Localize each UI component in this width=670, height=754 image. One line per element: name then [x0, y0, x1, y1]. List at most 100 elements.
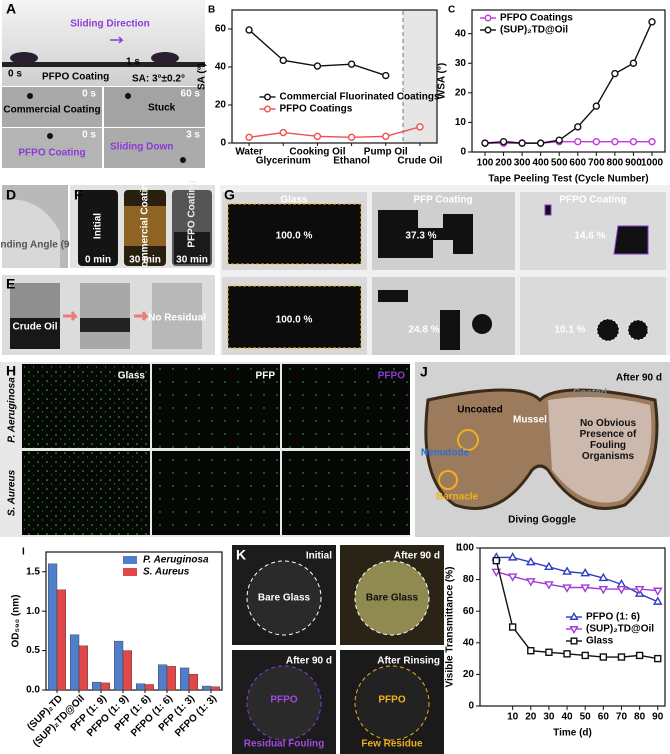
bar: [69, 634, 80, 691]
point: [525, 578, 536, 587]
y-tick-label: 20: [463, 669, 475, 680]
point: [416, 123, 424, 131]
y-tick-label: 60: [215, 24, 227, 35]
panel-label: E: [6, 276, 15, 292]
sample-area: [246, 665, 322, 741]
legend-label: (SUP)₂TD@Oil: [500, 25, 568, 36]
y-tick-label: 1.0: [26, 606, 40, 617]
point: [492, 556, 501, 565]
point: [562, 584, 572, 593]
photo: [2, 0, 205, 86]
legend-label: PFPO Coatings: [500, 13, 573, 24]
point: [382, 71, 390, 80]
coverage: [378, 210, 473, 258]
caption: PFPO Coating: [42, 72, 109, 83]
point: [654, 654, 662, 663]
droplet: [10, 52, 38, 64]
photo: [104, 87, 205, 127]
legend-marker: [569, 626, 579, 635]
caption: SA: 3°±0.2°: [132, 74, 185, 85]
point: [592, 137, 601, 146]
row-header: P. Aeruginosa: [7, 377, 18, 443]
point: [652, 587, 663, 596]
panel-j: J After 90 d Uncoated Coated Mussel Nema…: [415, 362, 670, 537]
column-header: PFP: [256, 371, 276, 382]
y-axis-label: OD₅₉₀ (nm): [11, 594, 22, 647]
caption: After Rinsing: [377, 656, 440, 667]
coverage: [378, 290, 493, 350]
y-tick-label: 1.5: [26, 566, 40, 577]
bar: [135, 683, 146, 691]
coverage: [596, 318, 620, 342]
column-header: PFPO: [378, 371, 405, 382]
x-tick-label: 80: [634, 712, 646, 723]
coverage: [227, 203, 362, 265]
caption: Initial: [306, 551, 332, 562]
point: [599, 653, 608, 661]
arrow: [63, 311, 149, 321]
point: [508, 623, 517, 631]
caption: Commercial Coating: [3, 105, 100, 116]
column-header: Glass: [280, 195, 308, 206]
point: [580, 567, 591, 577]
bar: [166, 666, 177, 691]
point: [313, 62, 322, 70]
panel-label: G: [224, 187, 235, 203]
coverage-value: 14.6 %: [574, 231, 605, 242]
caption: Bending Angle (90°): [0, 240, 82, 251]
caption: Uncoated: [457, 405, 503, 416]
y-tick-label: 0: [460, 147, 466, 158]
plot-frame: [479, 547, 666, 707]
point: [648, 18, 656, 26]
point: [648, 137, 656, 146]
plot-frame: [231, 9, 438, 144]
caption: PFPO Coating: [187, 180, 198, 247]
x-tick-label: 1000: [641, 158, 664, 169]
time: 60 s: [181, 89, 201, 100]
oil: [10, 318, 60, 349]
x-tick-label: 300: [514, 158, 531, 169]
caption: Bare Glass: [366, 593, 419, 604]
caption: Barnacle: [436, 492, 479, 503]
bar: [78, 645, 89, 691]
point: [279, 128, 287, 137]
panel-h: H Glass PFP PFPO P. Aeruginosa S. Aureus: [0, 362, 410, 537]
y-axis-label: SA (°): [197, 63, 208, 90]
bar: [188, 674, 199, 691]
sample: [80, 283, 130, 349]
micrograph: [22, 364, 150, 448]
y-axis-label: WSA (°): [437, 63, 448, 99]
point: [574, 123, 582, 131]
x-tick-label: Ethanol: [333, 156, 370, 167]
panel-label: J: [420, 364, 428, 380]
time: 0 min: [85, 255, 111, 266]
droplet: [27, 93, 33, 99]
x-tick-label: 10: [507, 712, 519, 723]
coverage: [627, 319, 649, 341]
x-tick-label: 200: [495, 158, 512, 169]
y-tick-label: 40: [463, 637, 475, 648]
point: [611, 69, 619, 78]
caption: Stuck: [148, 103, 176, 114]
panel-label: H: [6, 363, 16, 379]
line: [495, 560, 658, 660]
y-tick-label: 60: [463, 606, 475, 617]
caption-box: No Obvious Presence of Fouling Organisms: [580, 418, 637, 462]
point: [598, 585, 609, 595]
time: 0 s: [8, 69, 22, 80]
panel-label: A: [6, 1, 16, 17]
micrograph: [282, 451, 410, 535]
point: [581, 651, 589, 660]
caption: Mussel: [513, 415, 547, 426]
legend-marker: [570, 637, 578, 645]
sample-area: [354, 665, 430, 741]
legend-label: PFPO (1: 6): [586, 612, 640, 623]
cell: [520, 277, 666, 355]
x-tick-label: 400: [532, 158, 549, 169]
column-header: PFP Coating: [413, 195, 472, 206]
bar: [56, 589, 67, 691]
caption: After 90 d: [394, 551, 440, 562]
point: [616, 585, 627, 595]
coverage-value: 100.0 %: [276, 231, 313, 242]
